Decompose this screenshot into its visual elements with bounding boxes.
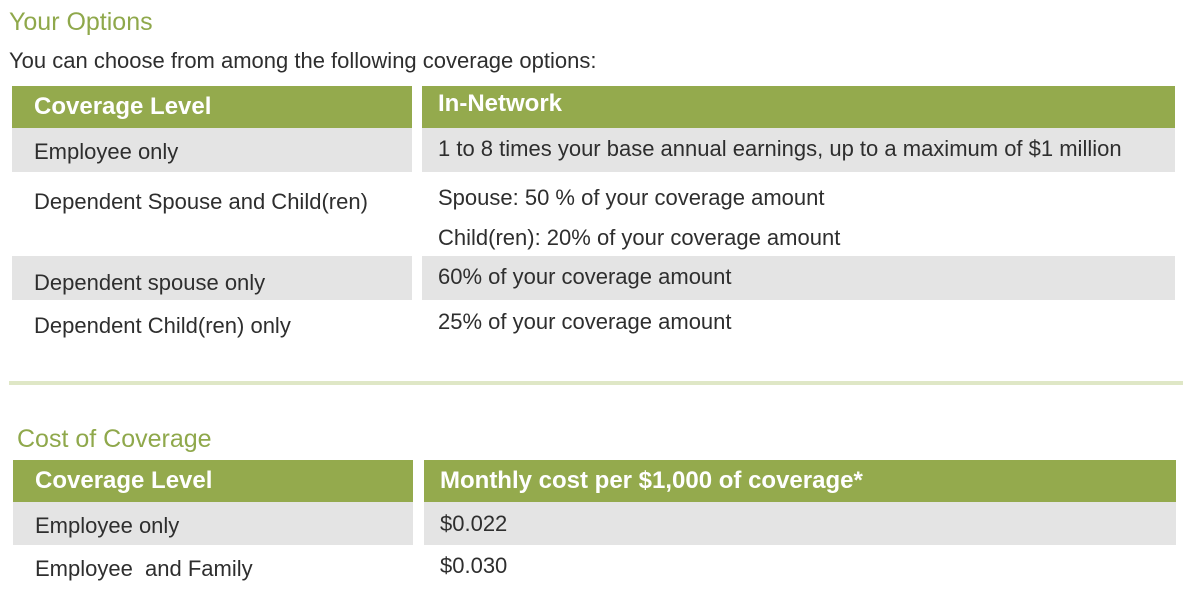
cost-header-monthly-cost: Monthly cost per $1,000 of coverage* [424,460,1176,502]
cost-row-value: $0.030 [440,553,508,578]
options-row-value: 25% of your coverage amount [438,309,732,334]
options-row-value-line: Child(ren): 20% of your coverage amount [438,225,841,250]
options-row-value: 1 to 8 times your base annual earnings, … [422,128,1175,172]
options-row-value-line: Spouse: 50 % of your coverage amount [438,185,825,210]
cost-row-level: Employee only [13,502,413,545]
cost-title: Cost of Coverage [17,425,212,453]
options-row-value: Spouse: 50 % of your coverage amount Chi… [422,178,1175,258]
options-row-level: Dependent Child(ren) only [34,313,291,338]
options-intro: You can choose from among the following … [9,48,597,73]
options-row-level: Dependent spouse only [12,256,412,300]
options-row-value: 60% of your coverage amount [422,256,1175,300]
options-row-level: Employee only [12,128,412,172]
options-header-in-network: In-Network [422,86,1175,128]
cost-row-level: Employee and Family [35,556,253,581]
options-header-coverage-level: Coverage Level [12,86,412,128]
section-divider [9,381,1183,385]
cost-row-value: $0.022 [424,502,1176,545]
options-row-level: Dependent Spouse and Child(ren) [34,189,368,214]
cost-header-coverage-level: Coverage Level [13,460,413,502]
options-title: Your Options [9,8,153,36]
